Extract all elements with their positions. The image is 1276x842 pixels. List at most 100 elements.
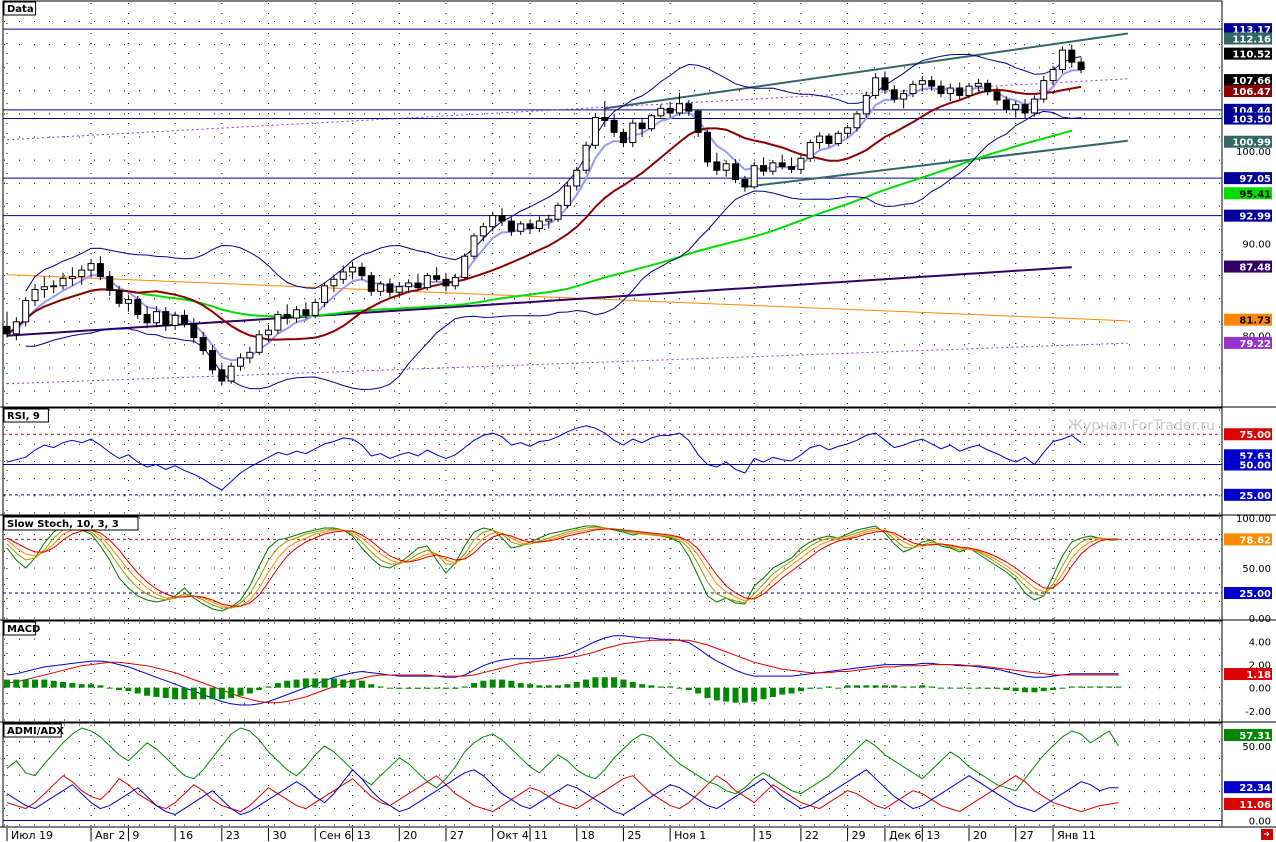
macd-histogram-bar bbox=[312, 678, 319, 688]
macd-histogram-bar bbox=[1031, 687, 1038, 693]
macd-histogram-bar bbox=[396, 687, 403, 689]
macd-histogram-bar bbox=[284, 680, 291, 688]
macd-histogram-bar bbox=[881, 685, 888, 688]
candles bbox=[3, 44, 1085, 386]
candle-body bbox=[984, 82, 992, 93]
macd-histogram-bar bbox=[134, 687, 141, 694]
candle-body bbox=[993, 91, 1001, 101]
level-tag bbox=[1224, 488, 1272, 501]
candle-body bbox=[59, 277, 67, 287]
candle-body bbox=[591, 117, 599, 146]
x-tick-label: 13 bbox=[357, 829, 371, 842]
candle-body bbox=[694, 110, 702, 133]
macd-histogram-bar bbox=[246, 687, 253, 694]
level-label: 50.00 bbox=[1242, 742, 1271, 753]
candle-body bbox=[199, 337, 207, 351]
candle-body bbox=[918, 80, 926, 85]
candle-body bbox=[638, 122, 646, 130]
price-tag-label: 87.48 bbox=[1239, 263, 1271, 274]
level-label: 0.00 bbox=[1249, 614, 1271, 625]
level-label: 57.63 bbox=[1239, 451, 1271, 462]
macd-histogram-bar bbox=[405, 687, 412, 689]
candle-body bbox=[862, 94, 870, 115]
candle-body bbox=[190, 323, 198, 339]
macd-histogram-bar bbox=[172, 687, 179, 700]
macd-histogram-bar bbox=[648, 685, 655, 688]
candle-body bbox=[582, 144, 590, 171]
candle-body bbox=[461, 255, 469, 278]
macd-histogram-bar bbox=[583, 679, 590, 688]
level-label: 100.00 bbox=[1236, 514, 1271, 525]
candle-body bbox=[293, 309, 301, 319]
candle-body bbox=[50, 285, 58, 288]
macd-histogram-bar bbox=[816, 687, 823, 689]
macd-histogram-bar bbox=[769, 687, 776, 697]
candle-body bbox=[470, 235, 478, 257]
panel-title-box bbox=[3, 621, 37, 636]
price-tag-label: 103.50 bbox=[1232, 115, 1271, 126]
macd-histogram-bar bbox=[938, 687, 944, 689]
level-label: 25.00 bbox=[1239, 589, 1271, 600]
ma-long-green bbox=[6, 129, 1073, 335]
candle-body bbox=[162, 311, 170, 327]
panel-4: 4.00 2.001.18 0.00 -2.00 MACD bbox=[0, 620, 1276, 723]
candle-body bbox=[479, 226, 487, 237]
level-label: 78.62 bbox=[1239, 535, 1271, 546]
candle-body bbox=[629, 122, 637, 144]
price-tag bbox=[1224, 47, 1272, 60]
candle-body bbox=[246, 351, 254, 359]
candle-body bbox=[302, 309, 310, 316]
macd-histogram-bar bbox=[330, 678, 337, 688]
macd-histogram-bar bbox=[1003, 687, 1010, 690]
x-tick-label: Дек 6 bbox=[889, 829, 922, 842]
macd-histogram-bar bbox=[1078, 686, 1085, 688]
candle-body bbox=[554, 204, 562, 220]
candle-body bbox=[881, 77, 889, 91]
panel-title-box bbox=[3, 723, 62, 738]
candle-body bbox=[507, 220, 515, 232]
candle-body bbox=[1058, 49, 1066, 71]
candle-body bbox=[1030, 98, 1038, 114]
x-tick-label: 25 bbox=[627, 829, 641, 842]
level-label: 75.00 bbox=[1239, 430, 1271, 441]
candle-body bbox=[1040, 80, 1048, 100]
price-tag bbox=[1224, 260, 1272, 273]
macd-histogram-bar bbox=[386, 687, 393, 689]
macd-histogram-bar bbox=[162, 687, 169, 699]
macd-histogram-bar bbox=[480, 680, 487, 688]
candle-body bbox=[3, 325, 11, 335]
price-tag-label: 100.99 bbox=[1232, 138, 1271, 149]
level-tag bbox=[1224, 533, 1272, 546]
macd-histogram-bar bbox=[60, 681, 67, 688]
level-tag bbox=[1224, 668, 1272, 681]
candle-body bbox=[1021, 104, 1029, 114]
macd-histogram-bar bbox=[685, 687, 692, 690]
candle-body bbox=[1002, 99, 1010, 110]
candle-body bbox=[713, 161, 721, 171]
macd-histogram-bar bbox=[4, 679, 10, 688]
macd-histogram-bar bbox=[106, 687, 113, 689]
candle-body bbox=[265, 329, 273, 336]
macd-histogram-bar bbox=[69, 683, 76, 688]
candle-body bbox=[12, 321, 20, 335]
macd-histogram-bar bbox=[545, 685, 552, 688]
candle-body bbox=[956, 87, 964, 96]
macd-histogram-bar bbox=[909, 686, 916, 688]
price-tag bbox=[1224, 187, 1272, 200]
macd-histogram-bar bbox=[181, 687, 188, 700]
macd-histogram-bar bbox=[32, 679, 39, 688]
candle-body bbox=[96, 263, 104, 278]
candle-body bbox=[171, 314, 179, 327]
macd-histogram-bar bbox=[592, 677, 599, 688]
trendline bbox=[6, 274, 1128, 322]
candle-body bbox=[124, 299, 132, 304]
candle-body bbox=[675, 103, 683, 114]
level-label: -2.00 bbox=[1245, 707, 1271, 718]
level-label: 50.00 bbox=[1239, 461, 1271, 472]
x-axis: Июл 19 Авг 2 9 16 23 30 Сен 6 13 20 27 Окт 4 11 18 25… bbox=[6, 828, 1096, 842]
x-tick-label: 20 bbox=[973, 829, 987, 842]
macd-histogram-bar bbox=[144, 687, 151, 696]
candle-body bbox=[834, 132, 842, 144]
macd-histogram-bar bbox=[1040, 687, 1047, 692]
